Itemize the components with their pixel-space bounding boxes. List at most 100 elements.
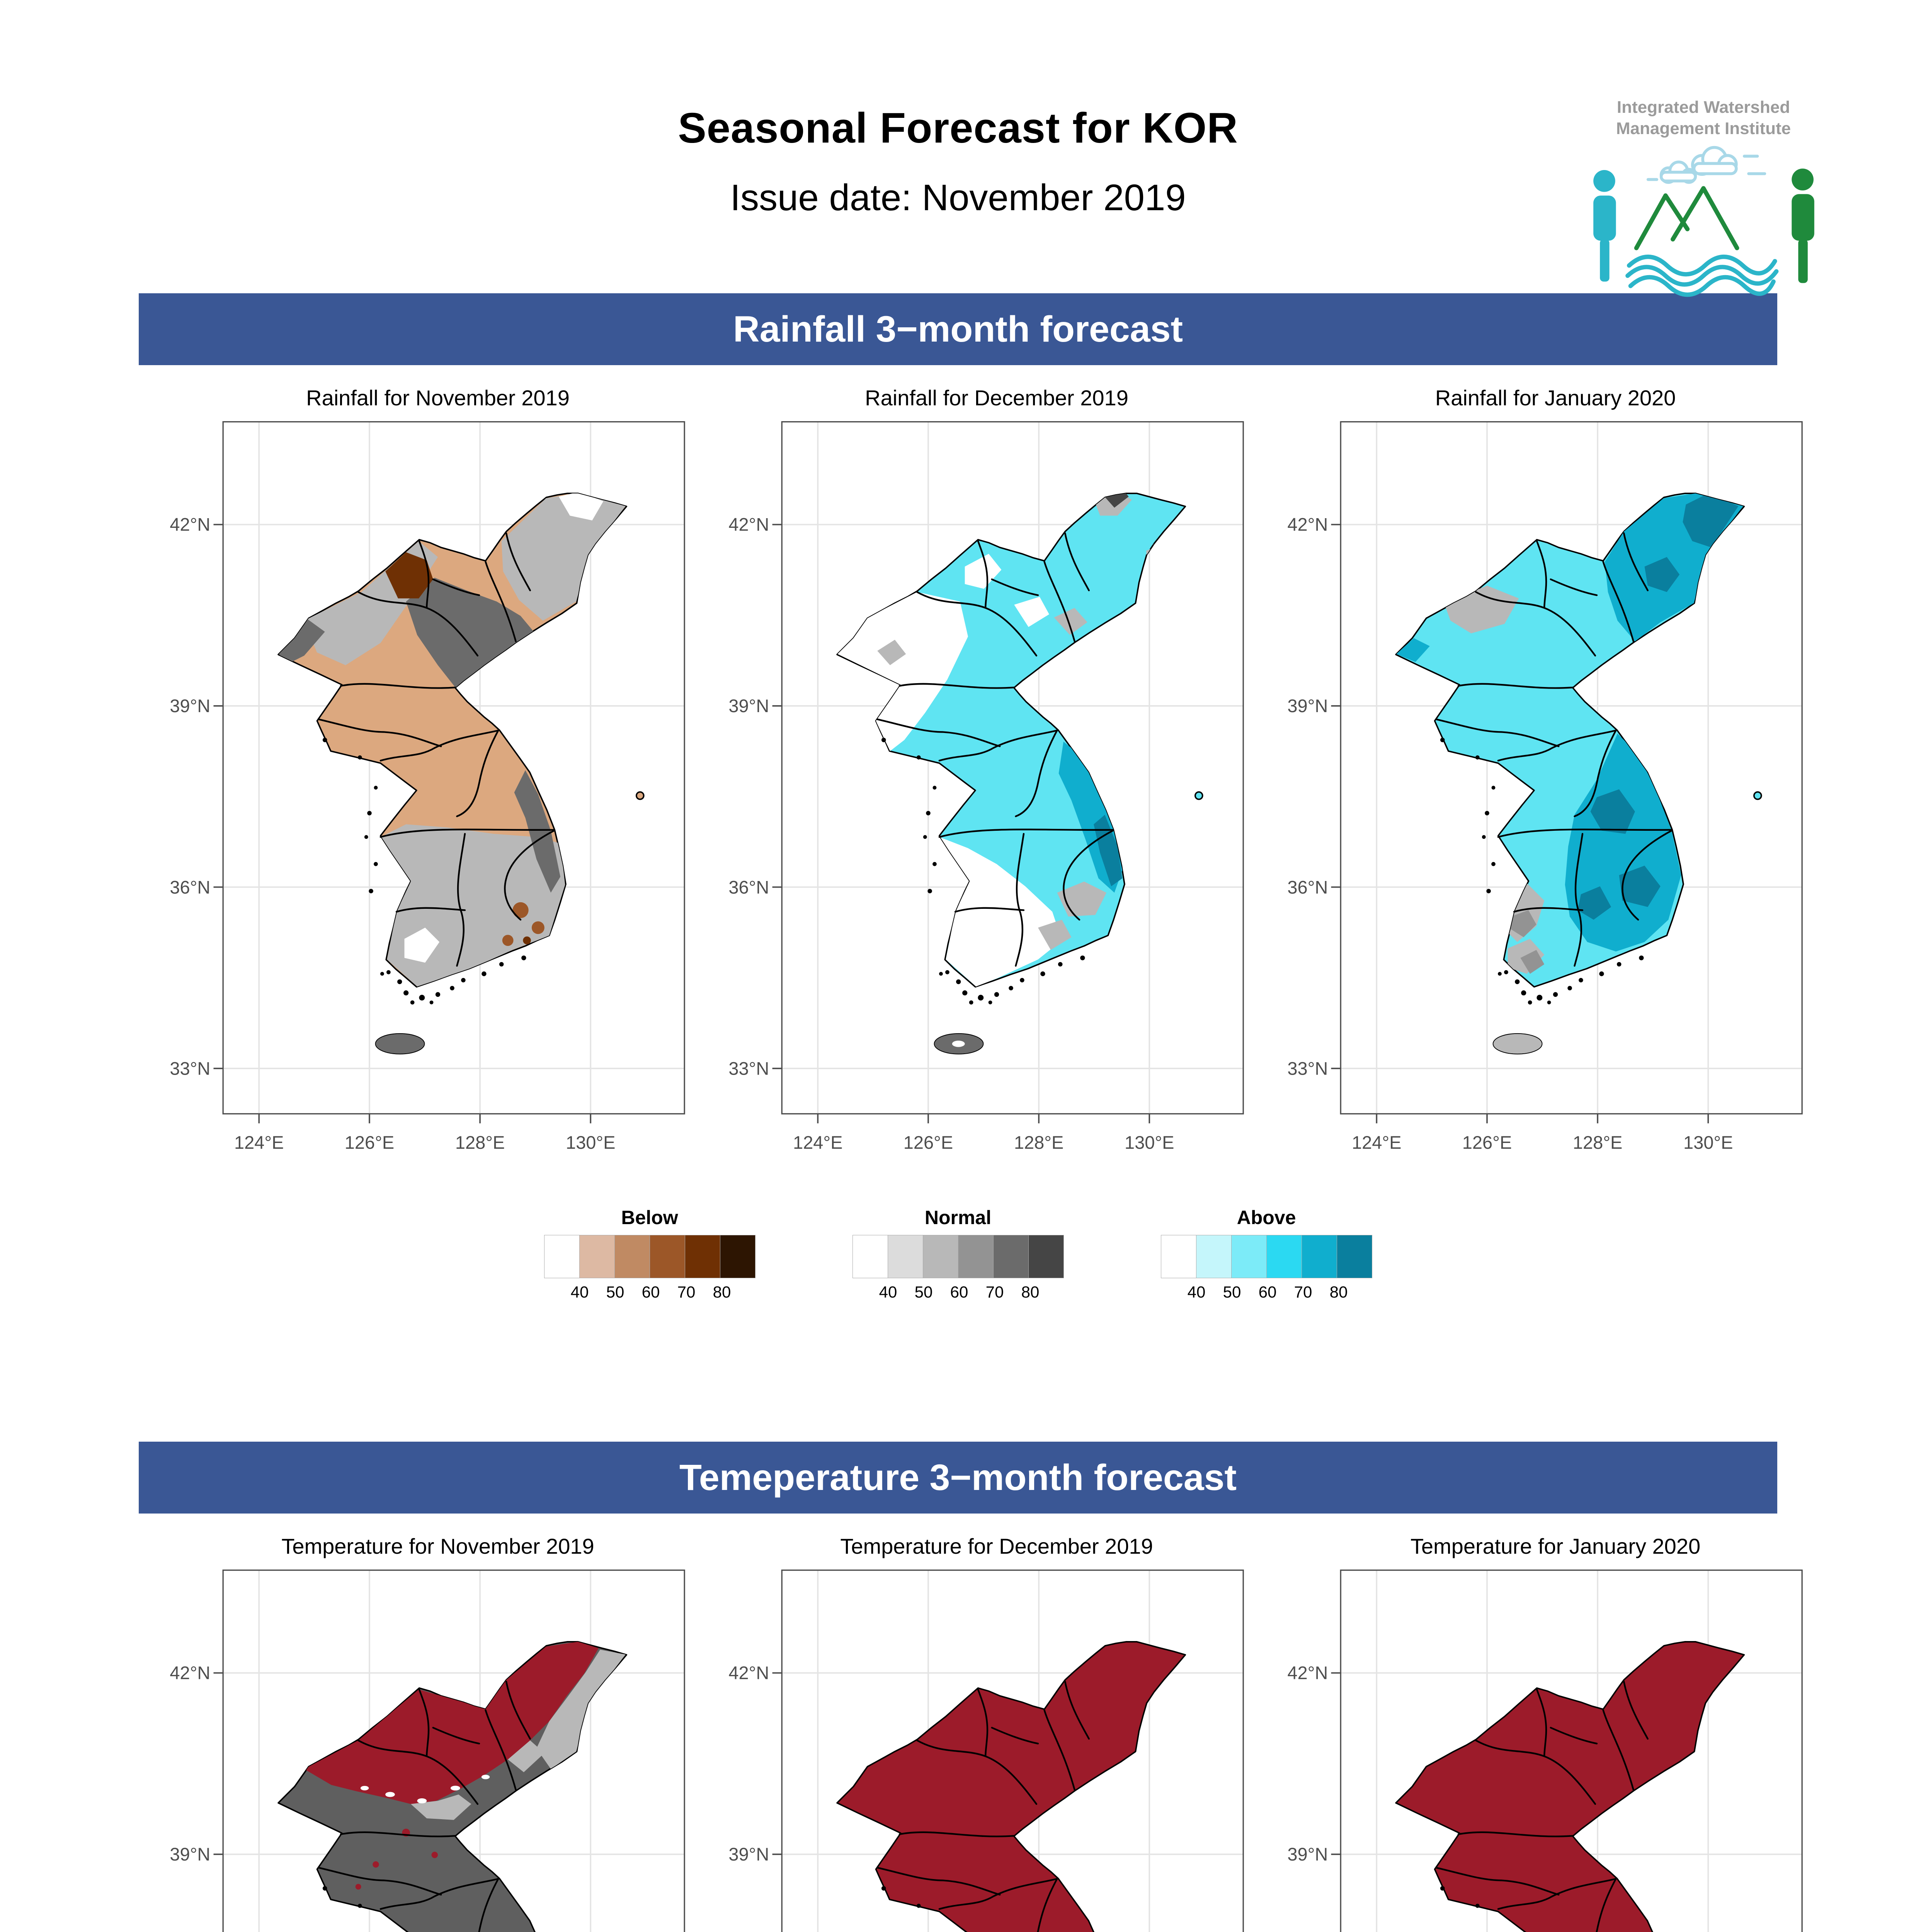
logo-text-line2: Management Institute: [1616, 119, 1791, 138]
map-title: Rainfall for November 2019: [306, 386, 570, 410]
watershed-logo-icon: [1593, 146, 1814, 297]
legend-swatch: [1231, 1235, 1267, 1278]
legend-tick-value: 40: [1187, 1283, 1206, 1301]
legend-swatch: [923, 1235, 958, 1278]
x-axis-label: 128°E: [1014, 1133, 1063, 1153]
legend-swatch: [853, 1235, 888, 1278]
legend-tick-value: 60: [642, 1283, 660, 1301]
legend-group-normal: Normal 40 50 60 70 80: [853, 1206, 1064, 1304]
legend-swatch: [1266, 1235, 1302, 1278]
map-title: Temperature for December 2019: [840, 1534, 1153, 1558]
legend-group-label: Below: [621, 1207, 678, 1228]
map-panel-rain-nov: 42°N 39°N 36°N 33°N 124°E 126°E 128°E 130°E: [170, 421, 685, 1153]
legend-tick-value: 80: [1329, 1283, 1348, 1301]
legend-swatch: [993, 1235, 1029, 1278]
y-axis-label: 36°N: [1287, 877, 1328, 897]
x-axis-label: 124°E: [793, 1133, 842, 1153]
legend-swatch: [685, 1235, 720, 1278]
mountains-icon: [1634, 186, 1739, 250]
legend-tick-value: 70: [1294, 1283, 1312, 1301]
person-left-icon: [1593, 170, 1616, 282]
y-axis-label: 42°N: [728, 515, 769, 535]
x-axis-label: 128°E: [455, 1133, 505, 1153]
legend-tick-value: 40: [879, 1283, 897, 1301]
y-axis-label: 39°N: [170, 696, 210, 716]
panel-border: [1340, 1569, 1803, 1932]
x-axis-label: 126°E: [1462, 1133, 1512, 1153]
legend-tick-value: 80: [713, 1283, 731, 1301]
korea-landmass: [837, 493, 1203, 1054]
person-right-icon: [1792, 168, 1814, 283]
legend-tick-value: 70: [985, 1283, 1004, 1301]
legend-group-label: Normal: [924, 1207, 992, 1228]
legend-swatch: [958, 1235, 994, 1278]
legend-tick-value: 60: [1258, 1283, 1277, 1301]
legend-swatch: [1337, 1235, 1372, 1278]
y-axis-label: 42°N: [170, 1663, 210, 1683]
panel-border: [781, 421, 1244, 1115]
map-panel-rain-jan: 42°N 39°N 36°N 33°N 124°E 126°E 128°E 130°E: [1287, 421, 1803, 1153]
y-axis-label: 39°N: [170, 1844, 210, 1864]
temperature-maps-row: Temperature for November 2019 42°N39°N36…: [0, 1533, 1916, 1932]
legend-swatch: [888, 1235, 923, 1278]
x-axis-label: 126°E: [904, 1133, 953, 1153]
legend-tick-value: 60: [950, 1283, 968, 1301]
korea-landmass: [1396, 1642, 1761, 1932]
legend-tick-row: 40 50 60 70 80: [544, 1283, 755, 1304]
y-axis-label: 39°N: [728, 1844, 769, 1864]
map-block-temp-nov: Temperature for November 2019 42°N39°N36…: [167, 1533, 708, 1932]
legend-color-bar: [1161, 1235, 1372, 1278]
legend-swatch: [720, 1235, 756, 1278]
legend-tick-row: 40 50 60 70 80: [1161, 1283, 1372, 1304]
legend-swatch: [650, 1235, 685, 1278]
legend-tick-value: 50: [914, 1283, 933, 1301]
panel-border: [1340, 421, 1803, 1115]
map-title: Temperature for November 2019: [281, 1534, 594, 1558]
legend-group-below: Below 40 50 60 70 80: [544, 1206, 756, 1304]
institute-logo: Integrated Watershed Management Institut…: [1578, 97, 1829, 301]
cloud-icon: [1659, 146, 1738, 184]
x-axis-label: 124°E: [234, 1133, 284, 1153]
legend-tick-row: 40 50 60 70 80: [853, 1283, 1063, 1304]
y-axis-label: 42°N: [728, 1663, 769, 1683]
map-block-rain-jan: Rainfall for January 2020 42°N 39°N 36°N 33…: [1285, 384, 1826, 1162]
map-block-rain-nov: Rainfall for November 2019 42°N 39°N 36°N 3…: [167, 384, 708, 1162]
legend-color-bar: [853, 1235, 1064, 1278]
rainfall-maps-row: Rainfall for November 2019 42°N 39°N 36°N 3…: [0, 384, 1916, 1162]
y-axis-label: 39°N: [728, 696, 769, 716]
y-axis-label: 33°N: [728, 1059, 769, 1079]
legend-tick-value: 50: [606, 1283, 624, 1301]
legend-group-above: Above 40 50 60 70 80: [1161, 1206, 1372, 1304]
y-axis-label: 42°N: [1287, 515, 1328, 535]
x-axis-label: 128°E: [1573, 1133, 1622, 1153]
x-axis-label: 130°E: [1683, 1133, 1733, 1153]
waves-icon: [1625, 254, 1779, 297]
x-axis-label: 126°E: [345, 1133, 394, 1153]
panel-border: [222, 421, 685, 1115]
y-axis-label: 42°N: [170, 515, 210, 535]
rainfall-legend: Below 40 50 60 70 80 Normal 40 50 60 70 80 Above…: [0, 1206, 1916, 1304]
y-axis-label: 36°N: [170, 877, 210, 897]
korea-landmass: [1396, 493, 1761, 1054]
panel-border: [781, 1569, 1244, 1932]
y-axis-label: 39°N: [1287, 696, 1328, 716]
map-title: Rainfall for December 2019: [865, 386, 1128, 410]
page-title: Seasonal Forecast for KOR: [678, 104, 1238, 152]
y-axis-label: 33°N: [1287, 1059, 1328, 1079]
panel-border: [222, 1569, 685, 1932]
legend-color-bar: [544, 1235, 756, 1278]
legend-swatch: [544, 1235, 580, 1278]
legend-swatch: [1196, 1235, 1232, 1278]
x-axis-label: 124°E: [1352, 1133, 1401, 1153]
legend-tick-value: 70: [677, 1283, 696, 1301]
issue-date: Issue date: November 2019: [730, 177, 1186, 218]
x-axis-label: 130°E: [566, 1133, 615, 1153]
map-title: Rainfall for January 2020: [1435, 386, 1676, 410]
map-block-temp-jan: Temperature for January 2020 42°N39°N36°…: [1285, 1533, 1826, 1932]
rainfall-section-banner: Rainfall 3−month forecast: [139, 293, 1777, 365]
y-axis-label: 36°N: [728, 877, 769, 897]
temperature-section-banner: Temeperature 3−month forecast: [139, 1442, 1777, 1514]
logo-text-line1: Integrated Watershed: [1617, 98, 1790, 117]
